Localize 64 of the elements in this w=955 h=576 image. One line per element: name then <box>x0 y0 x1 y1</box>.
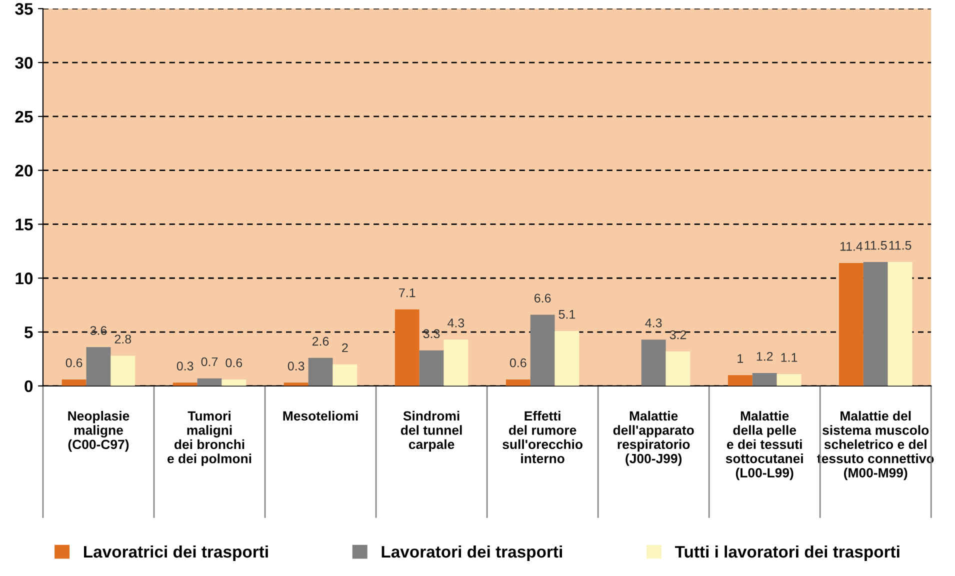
data-label: 4.3 <box>448 318 464 328</box>
data-label: 6.6 <box>534 294 551 303</box>
x-tick-label: Malattie dell'apparato respiratorio (J00-J99) <box>613 410 694 466</box>
data-label: 2.8 <box>114 334 132 344</box>
data-label: 0.6 <box>510 358 526 368</box>
bar <box>530 314 555 386</box>
x-tick-label: Malattie del sistema muscolo scheletrico e del tessuto connettivo (M00-M99) <box>817 410 934 480</box>
bar <box>752 372 777 386</box>
x-tick-label: Sindromi del tunnel carpale <box>400 410 462 452</box>
bar <box>888 262 912 386</box>
bar <box>284 382 308 386</box>
data-label: 11.5 <box>864 241 887 250</box>
bar <box>222 379 246 386</box>
data-label: 1.1 <box>781 353 798 362</box>
bar <box>728 375 752 386</box>
x-tick-label: Mesoteliomi <box>283 410 358 421</box>
y-tick-label: 30 <box>15 56 33 69</box>
x-tick-label: Malattie della pelle e dei tessuti sottocutanei (L00-L99) <box>726 410 803 480</box>
data-label: 3.3 <box>423 329 440 338</box>
bar <box>776 374 802 386</box>
data-label: 7.1 <box>399 288 416 298</box>
x-tick-label: Effetti del rumore sull'orecchio interno <box>502 410 582 464</box>
y-tick-label: 10 <box>16 272 33 284</box>
legend-label: Lavoratori dei trasporti <box>382 545 562 561</box>
data-label: 11.4 <box>840 242 863 251</box>
legend-label: Lavoratrici dei trasporti <box>84 545 268 561</box>
bar <box>554 330 580 386</box>
y-tick-label: 35 <box>15 3 33 15</box>
y-tick-label: 5 <box>24 326 33 338</box>
data-label: 5.1 <box>558 310 576 319</box>
y-tick-label: 15 <box>16 218 33 230</box>
bar <box>308 358 333 386</box>
data-label: 2 <box>342 343 348 352</box>
data-label: 11.5 <box>889 241 912 250</box>
y-tick-label: 0 <box>24 380 33 392</box>
bar <box>394 309 420 386</box>
data-label: 0.3 <box>176 362 194 370</box>
data-label: 0.6 <box>226 358 242 368</box>
bar <box>444 340 468 386</box>
x-tick-label: Neoplasie maligne (C00-C97) <box>68 410 130 452</box>
data-label: 0.6 <box>66 358 82 368</box>
bar <box>419 350 444 386</box>
bar <box>666 351 690 386</box>
data-label: 2.6 <box>312 336 329 346</box>
y-tick-label: 25 <box>15 110 33 123</box>
data-label: 3.2 <box>670 330 686 340</box>
bar <box>62 379 86 386</box>
bar <box>641 340 666 386</box>
bar <box>172 382 198 386</box>
bar <box>838 263 864 386</box>
data-label: 4.3 <box>645 318 662 328</box>
data-label: 0.3 <box>288 362 304 370</box>
data-label: 1 <box>738 354 744 363</box>
data-label: 1.2 <box>756 352 773 361</box>
data-label: 0.7 <box>201 357 218 366</box>
bar <box>110 356 136 386</box>
bar <box>332 364 358 386</box>
bar <box>863 262 888 386</box>
x-tick-label: Tumori maligni dei bronchi e dei polmoni <box>168 410 252 466</box>
bar <box>86 347 111 386</box>
bar <box>506 379 530 386</box>
y-tick-label: 20 <box>15 164 33 177</box>
legend-label: Tutti i lavoratori dei trasporti <box>674 545 900 561</box>
bar <box>197 378 222 386</box>
